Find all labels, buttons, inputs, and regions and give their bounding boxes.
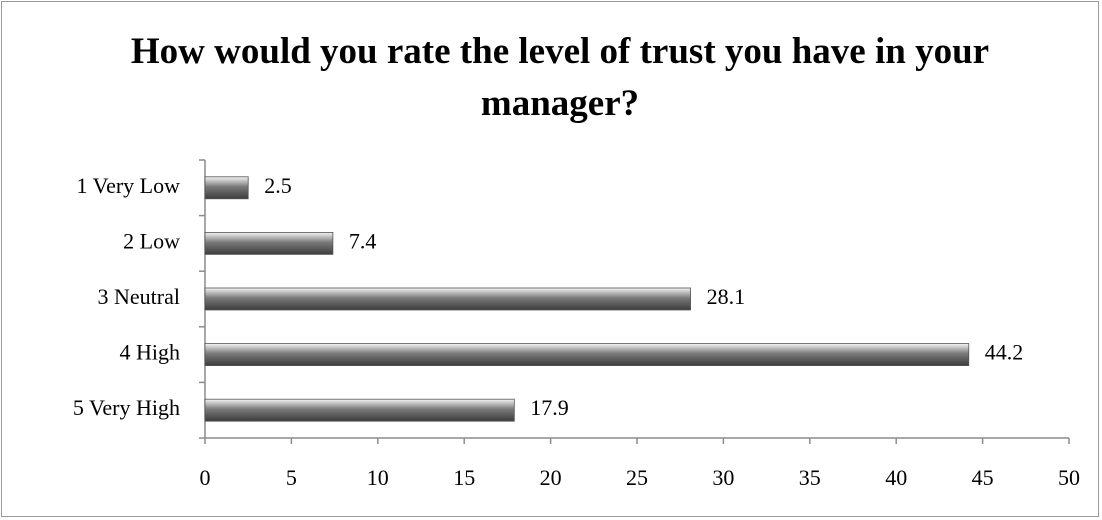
y-tick-label: 3 Neutral	[98, 284, 180, 309]
x-tick-label: 15	[453, 465, 475, 490]
bar	[204, 231, 334, 255]
x-tick-label: 20	[540, 465, 562, 490]
y-tick-label: 4 High	[120, 340, 181, 365]
x-tick-label: 35	[799, 465, 821, 490]
x-tick-label: 10	[367, 465, 389, 490]
x-tick-label: 40	[885, 465, 907, 490]
x-tick-label: 25	[626, 465, 648, 490]
x-tick-label: 0	[200, 465, 211, 490]
y-tick-label: 5 Very High	[73, 395, 180, 420]
value-label: 44.2	[985, 340, 1024, 365]
bar	[204, 398, 515, 422]
x-tick-label: 50	[1058, 465, 1080, 490]
x-tick-label: 45	[972, 465, 994, 490]
chart-title: How would you rate the level of trust yo…	[130, 31, 990, 124]
bar	[204, 343, 970, 367]
value-label: 28.1	[707, 284, 746, 309]
x-tick-label: 30	[712, 465, 734, 490]
value-label: 2.5	[264, 173, 292, 198]
x-tick-label: 5	[286, 465, 297, 490]
y-tick-label: 2 Low	[123, 228, 180, 253]
bar	[204, 176, 249, 200]
value-label: 17.9	[530, 395, 569, 420]
y-tick-label: 1 Very Low	[77, 173, 181, 198]
bar	[204, 287, 691, 311]
value-label: 7.4	[349, 228, 377, 253]
